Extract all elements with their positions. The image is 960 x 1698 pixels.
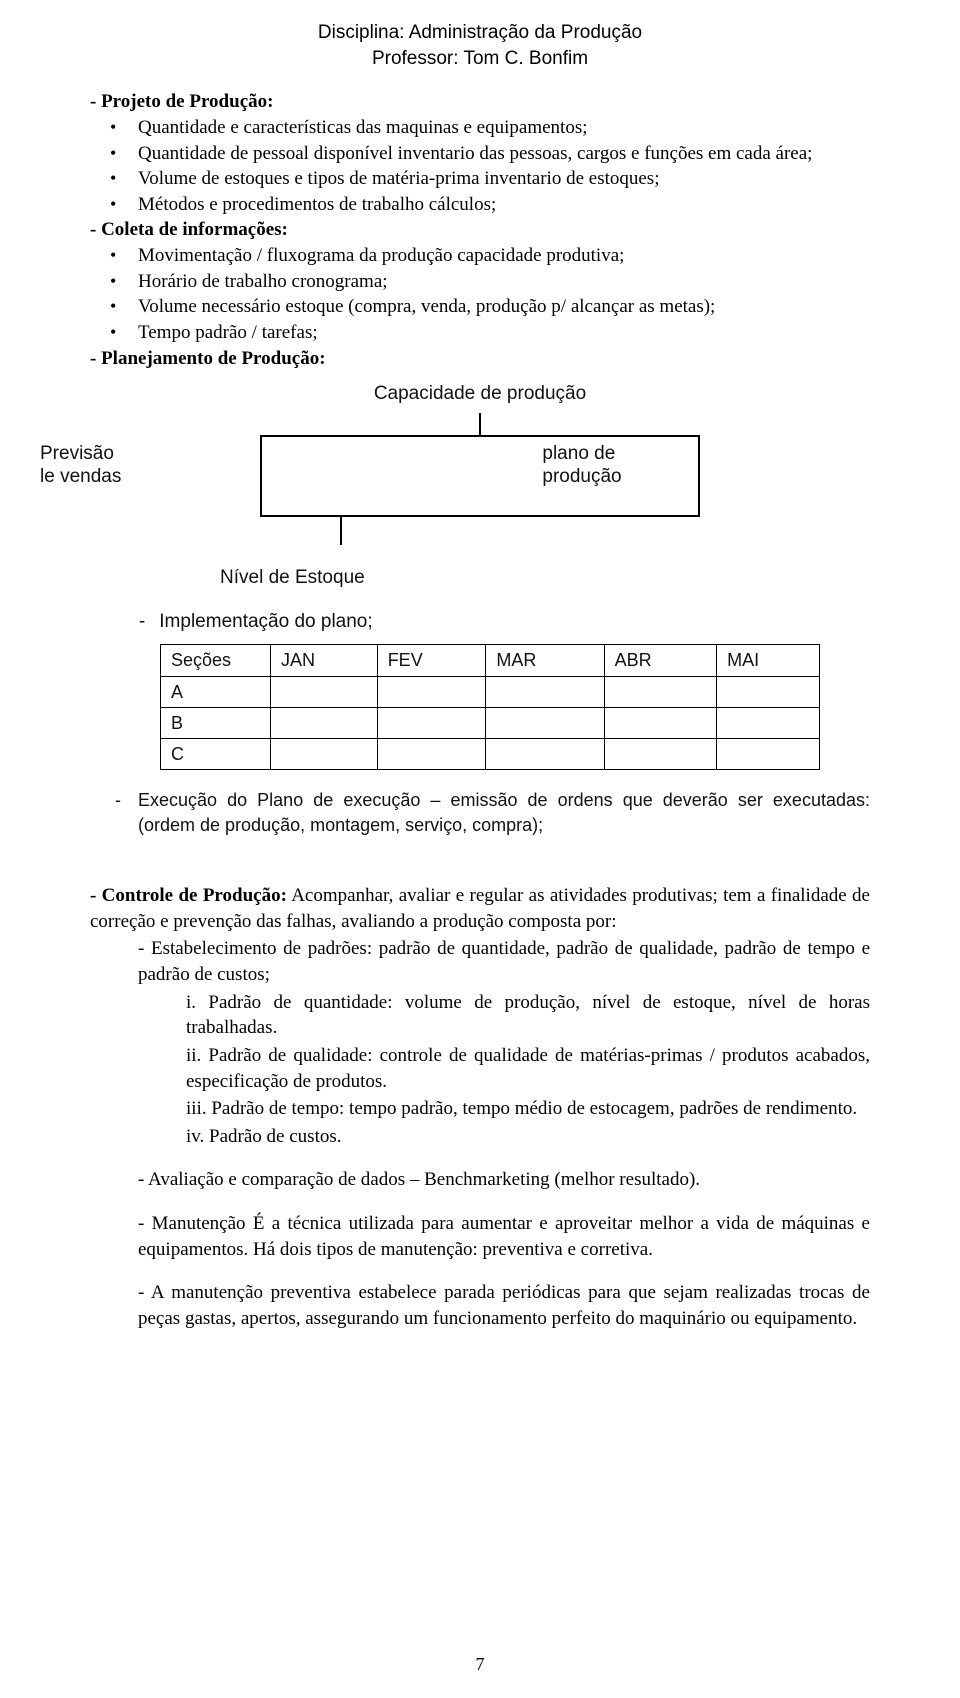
table-header: JAN: [271, 645, 378, 676]
header-line-1: Disciplina: Administração da Produção: [90, 20, 870, 46]
projeto-bullets: Quantidade e características das maquina…: [90, 115, 870, 218]
list-item: Volume necessário estoque (compra, venda…: [138, 294, 870, 320]
list-item: Volume de estoques e tipos de matéria-pr…: [138, 166, 870, 192]
table-cell: [604, 707, 717, 738]
page-number: 7: [0, 1652, 960, 1676]
exec-line: -Execução do Plano de execução – emissão…: [90, 788, 870, 837]
table-row: A: [161, 676, 820, 707]
table-cell: [717, 739, 820, 770]
table-cell: [717, 707, 820, 738]
page-header: Disciplina: Administração da Produção Pr…: [90, 20, 870, 71]
list-item: Quantidade de pessoal disponível inventa…: [138, 141, 870, 167]
padrao-iv: iv. Padrão de custos.: [90, 1124, 870, 1150]
exec-text: Execução do Plano de execução – emissão …: [138, 790, 870, 834]
table-cell: [377, 707, 486, 738]
coleta-bullets: Movimentação / fluxograma da produção ca…: [90, 243, 870, 346]
diagram-top-label: Capacidade de produção: [90, 381, 870, 407]
controle-lead-bold: - Controle de Produção:: [90, 885, 287, 906]
table-cell: [377, 676, 486, 707]
section-coleta: - Coleta de informações: Movimentação / …: [90, 217, 870, 345]
section-projeto: - Projeto de Produção: Quantidade e cara…: [90, 89, 870, 217]
planejamento-title: - Planejamento de Produção:: [90, 346, 870, 372]
diagram-impl-line: - Implementação do plano;: [130, 609, 870, 635]
padrao-i: i. Padrão de quantidade: volume de produ…: [90, 990, 870, 1041]
diagram-left-label: Previsão le vendas: [40, 443, 121, 489]
production-diagram: Capacidade de produção Previsão le venda…: [90, 381, 870, 837]
padrao-iii: iii. Padrão de tempo: tempo padrão, temp…: [90, 1096, 870, 1122]
table-cell: [604, 739, 717, 770]
table-header: MAR: [486, 645, 604, 676]
coleta-title: - Coleta de informações:: [90, 217, 870, 243]
table-row: B: [161, 707, 820, 738]
padrao-ii: ii. Padrão de qualidade: controle de qua…: [90, 1043, 870, 1094]
table-cell: C: [161, 739, 271, 770]
left-label-line2: le vendas: [40, 466, 121, 487]
projeto-title: - Projeto de Produção:: [90, 89, 870, 115]
table-cell: [486, 739, 604, 770]
est-padroes: - Estabelecimento de padrões: padrão de …: [90, 936, 870, 987]
diagram-body: Previsão le vendas plano de produção: [90, 413, 870, 563]
table-row: C: [161, 739, 820, 770]
table-cell: B: [161, 707, 271, 738]
list-item: Quantidade e características das maquina…: [138, 115, 870, 141]
table-cell: [271, 707, 378, 738]
table-cell: [271, 676, 378, 707]
table-header: ABR: [604, 645, 717, 676]
table-cell: [604, 676, 717, 707]
table-header: Seções: [161, 645, 271, 676]
manutencao-preventiva-line: - A manutenção preventiva estabelece par…: [90, 1280, 870, 1331]
header-line-2: Professor: Tom C. Bonfim: [90, 46, 870, 72]
table-header: FEV: [377, 645, 486, 676]
diagram-box: [260, 435, 700, 517]
table-cell: [377, 739, 486, 770]
manutencao-line: - Manutenção É a técnica utilizada para …: [90, 1211, 870, 1262]
plan-table: Seções JAN FEV MAR ABR MAI A B C: [160, 644, 820, 770]
table-cell: [486, 676, 604, 707]
list-item: Horário de trabalho cronograma;: [138, 269, 870, 295]
list-item: Métodos e procedimentos de trabalho cálc…: [138, 192, 870, 218]
list-item: Tempo padrão / tarefas;: [138, 320, 870, 346]
table-row: Seções JAN FEV MAR ABR MAI: [161, 645, 820, 676]
impl-label: Implementação do plano;: [159, 611, 372, 632]
table-cell: [486, 707, 604, 738]
controle-lead: - Controle de Produção: Acompanhar, aval…: [90, 883, 870, 934]
diagram-bottom-label: Nível de Estoque: [220, 565, 870, 591]
table-cell: [271, 739, 378, 770]
table-cell: A: [161, 676, 271, 707]
dash-icon: -: [130, 609, 154, 635]
right-label-line2: produção: [542, 466, 621, 487]
connector-line: [340, 517, 342, 545]
section-controle: - Controle de Produção: Acompanhar, aval…: [90, 883, 870, 1332]
connector-line: [479, 413, 481, 435]
table-header: MAI: [717, 645, 820, 676]
list-item: Movimentação / fluxograma da produção ca…: [138, 243, 870, 269]
dash-icon: -: [98, 788, 138, 812]
table-cell: [717, 676, 820, 707]
diagram-right-label: plano de produção: [542, 443, 621, 489]
avaliacao-line: - Avaliação e comparação de dados – Benc…: [90, 1167, 870, 1193]
left-label-line1: Previsão: [40, 443, 114, 464]
right-label-line1: plano de: [542, 443, 615, 464]
